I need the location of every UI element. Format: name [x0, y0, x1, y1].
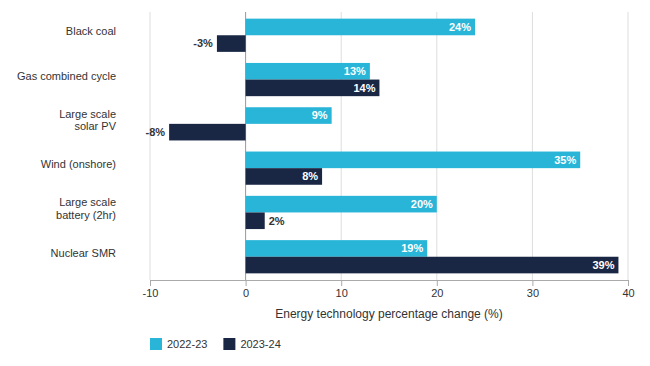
legend-item: 2022-23	[150, 338, 207, 350]
x-tick: 40	[622, 280, 634, 299]
y-tick-label-line: battery (2hr)	[56, 209, 116, 221]
x-tick: 0	[243, 280, 249, 299]
data-label: 8%	[302, 170, 318, 182]
y-tick-label: Large scalesolar PV	[59, 108, 117, 133]
bar	[246, 19, 475, 36]
plot: 24% 13% 9% 35% 20% 19% -3% 14% -8% 8% 2% 39% -10 0 10 2…	[17, 12, 635, 299]
legend-label: 2023-24	[240, 338, 280, 350]
x-tick-mark	[341, 280, 342, 286]
bar	[246, 107, 332, 124]
x-tick: 20	[431, 280, 443, 299]
y-tick: Large scalebattery (2hr)	[56, 196, 116, 221]
legend: 2022-23 2023-24	[150, 338, 281, 350]
y-tick-label: Large scalebattery (2hr)	[56, 196, 116, 221]
x-tick: -10	[143, 280, 159, 299]
grid-line	[341, 12, 342, 280]
y-tick-label-line: Black coal	[66, 25, 116, 37]
y-axis: Black coalGas combined cycleLarge scales…	[17, 25, 117, 258]
data-label: -3%	[193, 37, 213, 49]
data-label: 13%	[344, 65, 366, 77]
grid	[150, 12, 628, 280]
x-tick-mark	[150, 280, 151, 286]
legend-item: 2023-24	[223, 338, 280, 350]
x-tick-mark	[628, 280, 629, 286]
y-tick-label-line: Wind (onshore)	[41, 158, 116, 170]
legend-swatch	[223, 338, 235, 350]
bar	[169, 124, 245, 141]
x-tick: 10	[336, 280, 348, 299]
bar	[217, 35, 246, 52]
grid-line	[532, 12, 533, 280]
bar	[246, 63, 370, 80]
chart-container: 24% 13% 9% 35% 20% 19% -3% 14% -8% 8% 2% 39% -10 0 10 2…	[0, 0, 650, 366]
data-label: 35%	[554, 154, 576, 166]
bar	[246, 80, 380, 97]
data-label: 24%	[449, 21, 471, 33]
bar	[246, 240, 428, 257]
x-axis-line	[151, 281, 629, 287]
data-label: 20%	[411, 198, 433, 210]
bar	[246, 152, 581, 169]
y-tick-label-line: solar PV	[74, 120, 116, 132]
grid-line	[436, 12, 437, 280]
chart: 24% 13% 9% 35% 20% 19% -3% 14% -8% 8% 2% 39% -10 0 10 2…	[0, 0, 650, 366]
bar	[246, 196, 437, 213]
y-tick-label-line: Nuclear SMR	[51, 247, 116, 259]
y-tick: Gas combined cycle	[17, 70, 116, 82]
y-tick-label: Gas combined cycle	[17, 70, 116, 82]
y-tick: Wind (onshore)	[41, 158, 116, 170]
data-label: 14%	[353, 82, 375, 94]
y-tick-label-line: Large scale	[59, 196, 116, 208]
x-axis-title: Energy technology percentage change (%)	[275, 307, 502, 321]
x-axis: -10 0 10 20 30 40	[143, 280, 635, 299]
y-tick: Large scalesolar PV	[59, 108, 117, 133]
x-tick-mark	[437, 280, 438, 286]
legend-label: 2022-23	[167, 338, 207, 350]
bars	[169, 19, 618, 274]
x-tick-label: 30	[527, 287, 539, 299]
data-label: 39%	[592, 259, 614, 271]
y-tick-label-line: Gas combined cycle	[17, 70, 116, 82]
grid-line	[628, 12, 629, 280]
x-tick-label: -10	[143, 287, 159, 299]
y-tick-label: Nuclear SMR	[51, 247, 116, 259]
y-tick-label: Wind (onshore)	[41, 158, 116, 170]
y-tick: Nuclear SMR	[51, 247, 116, 259]
grid-line	[150, 12, 151, 280]
data-label: 19%	[401, 242, 423, 254]
x-tick-label: 20	[431, 287, 443, 299]
data-label: -8%	[146, 126, 166, 138]
y-tick: Black coal	[66, 25, 116, 37]
data-label: 2%	[269, 215, 285, 227]
data-label: 9%	[312, 109, 328, 121]
y-tick-label: Black coal	[66, 25, 116, 37]
x-tick: 30	[527, 280, 539, 299]
bar	[246, 212, 265, 229]
x-tick-mark	[246, 280, 247, 286]
bar	[246, 168, 322, 185]
legend-swatch	[150, 338, 162, 350]
y-tick-label-line: Large scale	[59, 108, 116, 120]
x-tick-label: 0	[243, 287, 249, 299]
grid-line	[245, 12, 246, 280]
x-tick-label: 40	[622, 287, 634, 299]
x-tick-label: 10	[336, 287, 348, 299]
bar	[246, 257, 619, 274]
x-tick-mark	[532, 280, 533, 286]
data-labels: 24% 13% 9% 35% 20% 19% -3% 14% -8% 8% 2% 39%	[146, 21, 615, 271]
